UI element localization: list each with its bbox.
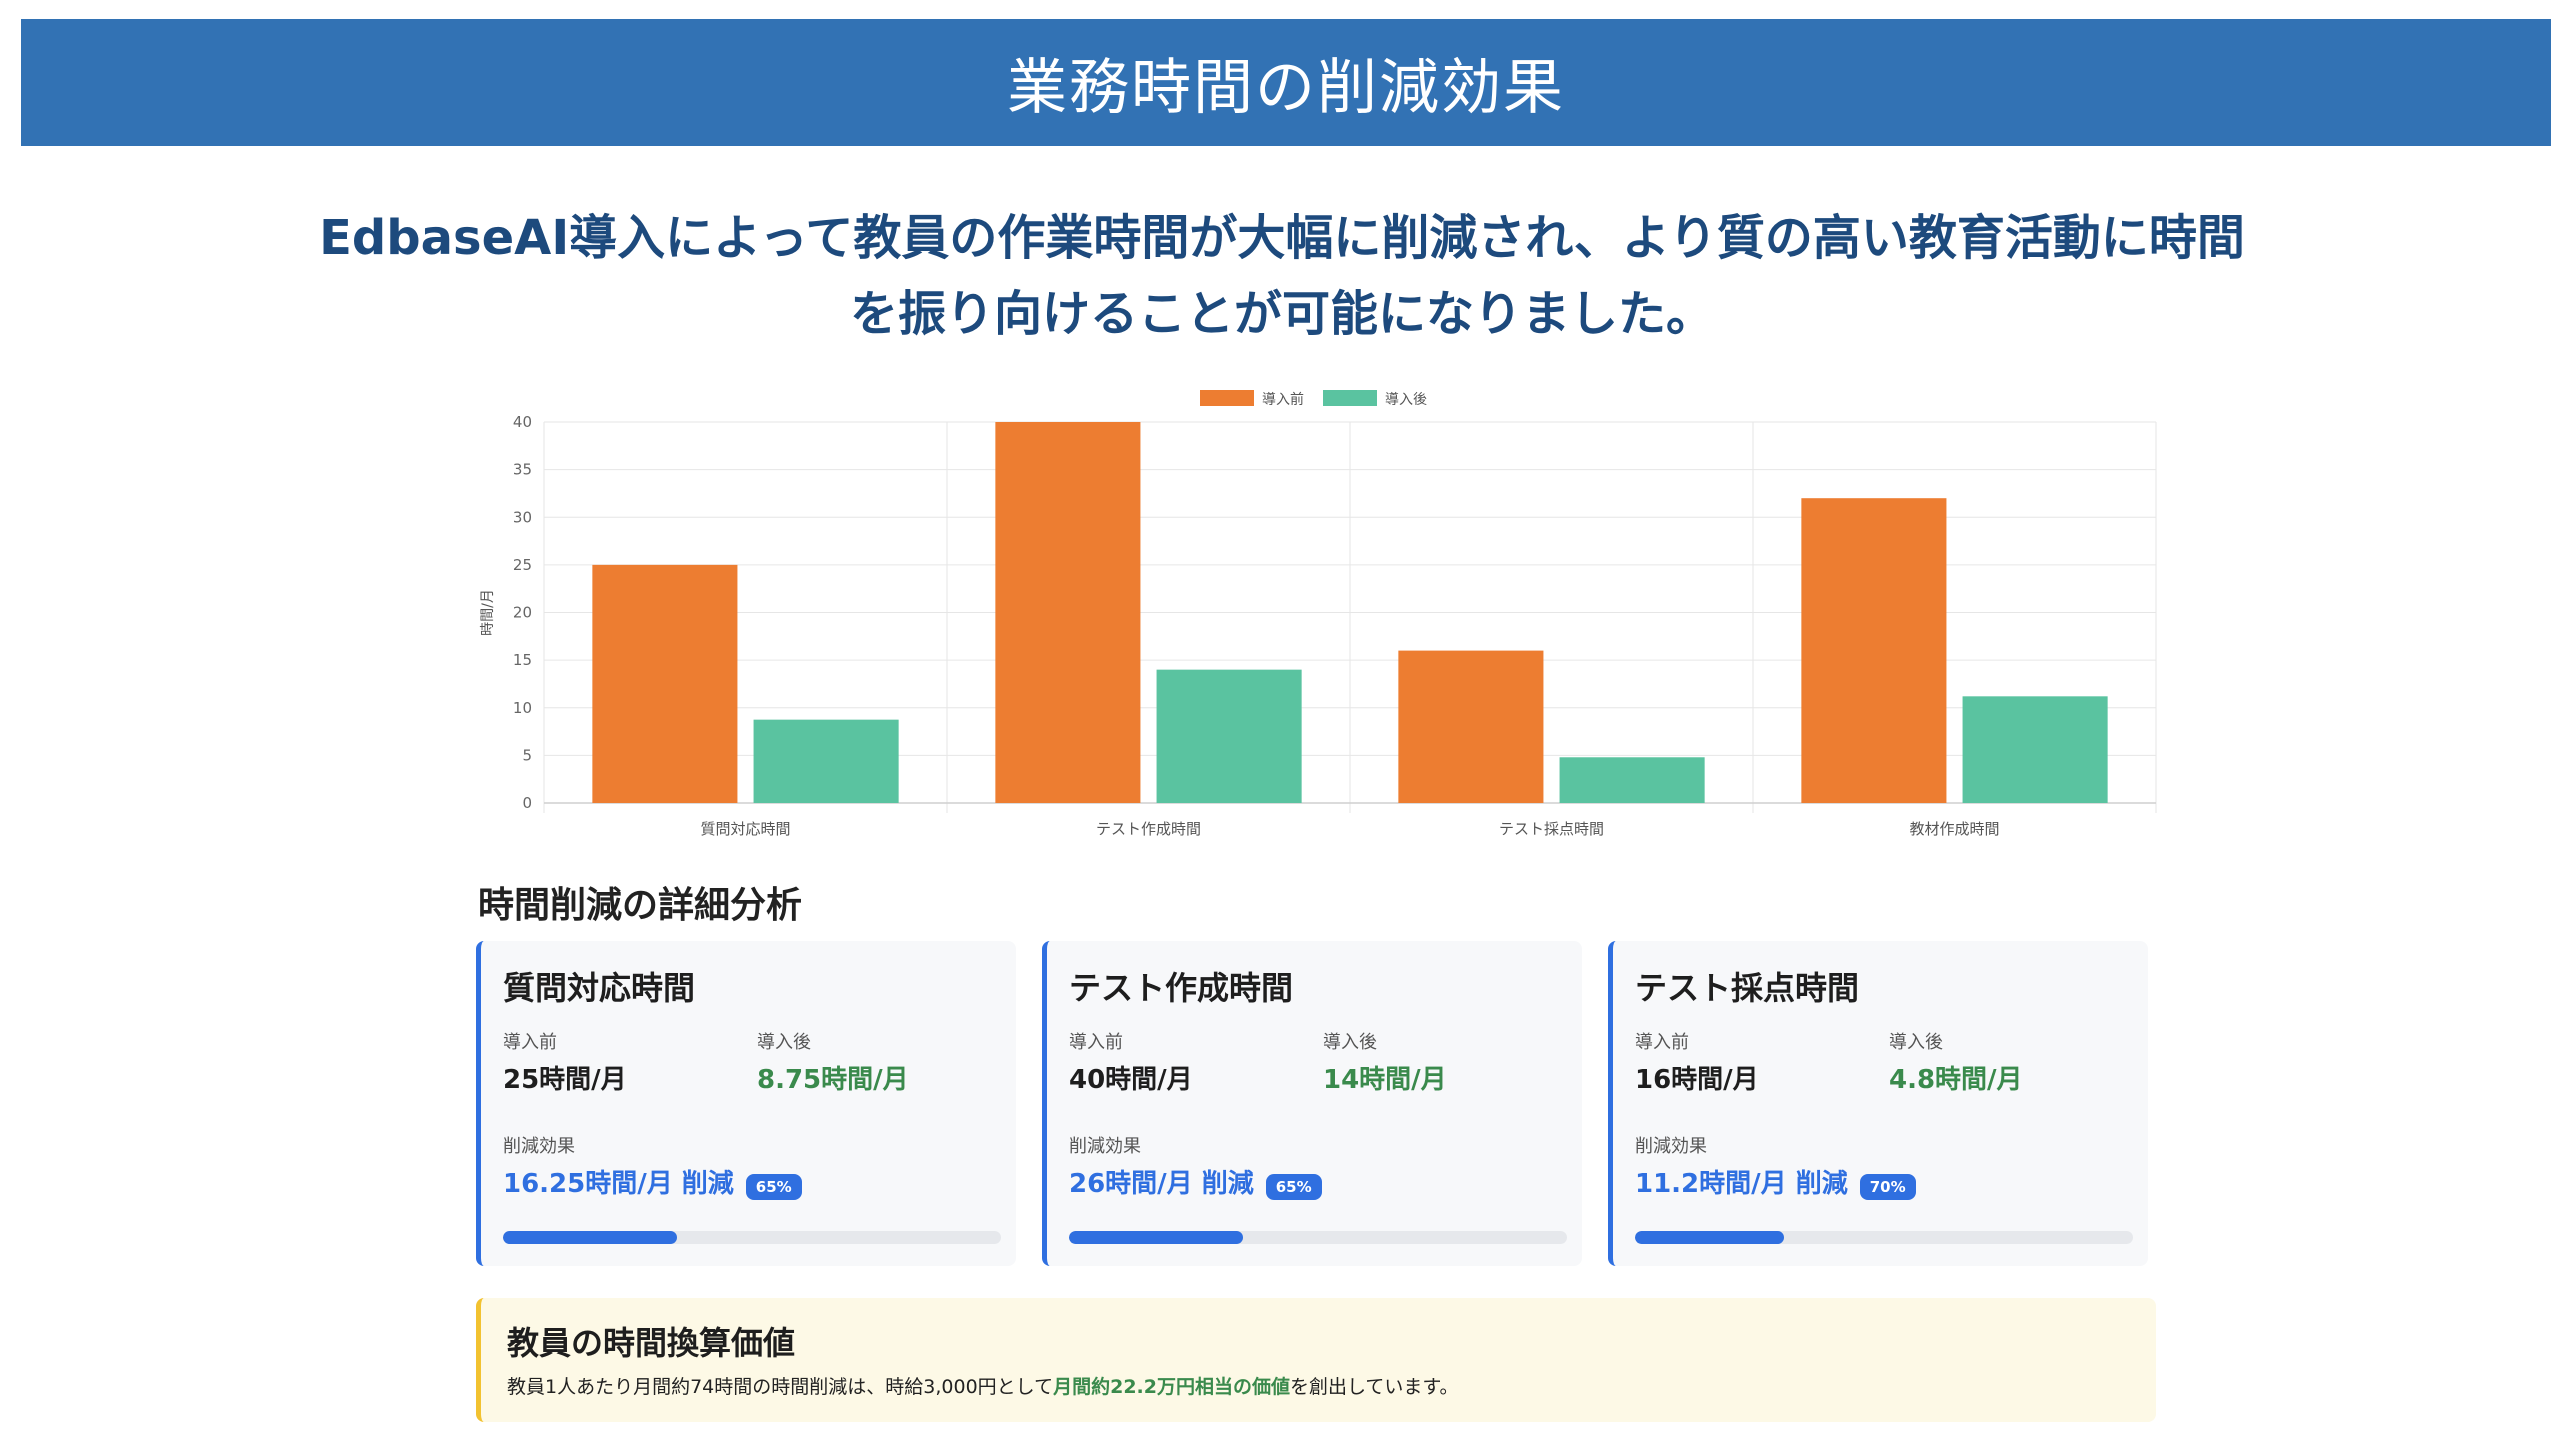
- bar-after: [753, 719, 899, 803]
- bar-after: [1559, 757, 1705, 803]
- page-title: 業務時間の削減効果: [1007, 53, 1565, 123]
- before-label: 導入前: [503, 1032, 557, 1053]
- value-note-text-before: 教員1人あたり月間約74時間の時間削減は、時給3,000円として: [507, 1376, 1054, 1398]
- before-value: 40時間/月: [1069, 1065, 1193, 1095]
- y-tick-label: 30: [513, 508, 532, 526]
- bar-before: [592, 564, 738, 803]
- bar-before: [1398, 650, 1544, 803]
- y-tick-label: 25: [513, 556, 532, 574]
- before-label: 導入前: [1635, 1032, 1689, 1053]
- y-tick-label: 10: [513, 699, 532, 717]
- progress-fill: [1069, 1231, 1244, 1244]
- value-note-highlight: 月間約22.2万円相当の価値: [1053, 1376, 1290, 1398]
- reduction-badge: 65%: [745, 1173, 802, 1200]
- y-tick-label: 20: [513, 604, 532, 622]
- card-title: 質問対応時間: [503, 969, 696, 1007]
- before-value: 25時間/月: [503, 1065, 627, 1095]
- y-tick-label: 5: [522, 746, 532, 764]
- progress-bar: [1069, 1231, 1567, 1244]
- progress-bar: [1635, 1231, 2133, 1244]
- progress-fill: [503, 1231, 678, 1244]
- bar-after: [1156, 669, 1302, 803]
- y-tick-label: 40: [513, 413, 532, 431]
- value-note-text-after: を創出しています。: [1289, 1376, 1459, 1398]
- after-value: 4.8時間/月: [1889, 1065, 2023, 1095]
- x-tick-label: 教材作成時間: [1909, 820, 1999, 838]
- bar-before: [995, 422, 1141, 803]
- effect-label: 削減効果: [1635, 1136, 1707, 1157]
- y-tick-label: 0: [522, 794, 532, 812]
- legend-label: 導入前: [1262, 391, 1304, 408]
- after-label: 導入後: [757, 1032, 811, 1053]
- value-note: 教員の時間換算価値 教員1人あたり月間約74時間の時間削減は、時給3,000円と…: [476, 1298, 2156, 1422]
- reduction-badge: 70%: [1859, 1173, 1916, 1200]
- reduction-badge: 65%: [1265, 1173, 1322, 1200]
- details-section-title: 時間削減の詳細分析: [478, 885, 803, 926]
- bar-chart: 0 5 10 15 20 25 30 35 40 質問対応時間 テスト作成時間 テスト採点時間 教材作成…: [480, 390, 2157, 838]
- legend-label: 導入後: [1385, 392, 1427, 408]
- card-title: テスト採点時間: [1635, 969, 1860, 1007]
- page-title-banner: 業務時間の削減効果: [21, 19, 2551, 146]
- legend-swatch: [1200, 390, 1254, 406]
- after-label: 導入後: [1323, 1032, 1377, 1053]
- x-tick-label: テスト採点時間: [1499, 820, 1604, 838]
- detail-card-test-creation: テスト作成時間 導入前 導入後 40時間/月 14時間/月 削減効果 26時間/…: [1042, 941, 1582, 1266]
- before-label: 導入前: [1069, 1032, 1123, 1053]
- x-tick-label: テスト作成時間: [1096, 820, 1201, 838]
- value-note-title: 教員の時間換算価値: [507, 1324, 796, 1362]
- lead-message: EdbaseAI導入によって教員の作業時間が大幅に削減され、より質の高い教育活動…: [319, 210, 2245, 342]
- bar-before: [1801, 498, 1947, 803]
- effect-label: 削減効果: [503, 1136, 575, 1157]
- legend-swatch: [1323, 390, 1377, 406]
- bar-after: [1962, 696, 2108, 803]
- reduction-text: 26時間/月 削減: [1069, 1169, 1254, 1199]
- y-tick-label: 15: [513, 651, 532, 669]
- y-tick-label: 35: [513, 461, 532, 479]
- after-label: 導入後: [1889, 1032, 1943, 1053]
- before-value: 16時間/月: [1635, 1065, 1759, 1095]
- card-title: テスト作成時間: [1069, 969, 1294, 1007]
- y-axis-label: 時間/月: [480, 589, 496, 636]
- reduction-text: 16.25時間/月 削減: [503, 1169, 734, 1199]
- progress-fill: [1635, 1231, 1785, 1244]
- detail-card-question: 質問対応時間 導入前 導入後 25時間/月 8.75時間/月 削減効果 16.2…: [476, 941, 1016, 1266]
- x-tick-label: 質問対応時間: [700, 820, 790, 838]
- after-value: 14時間/月: [1323, 1065, 1447, 1095]
- detail-card-test-grading: テスト採点時間 導入前 導入後 16時間/月 4.8時間/月 削減効果 11.2…: [1608, 941, 2148, 1266]
- after-value: 8.75時間/月: [757, 1065, 909, 1095]
- reduction-value: 16.25時間/月 削減 65%: [503, 1163, 802, 1200]
- progress-bar: [503, 1231, 1001, 1244]
- reduction-text: 11.2時間/月 削減: [1635, 1169, 1848, 1199]
- reduction-value: 11.2時間/月 削減 70%: [1635, 1163, 1916, 1200]
- reduction-value: 26時間/月 削減 65%: [1069, 1163, 1322, 1200]
- value-note-text: 教員1人あたり月間約74時間の時間削減は、時給3,000円として月間約22.2万…: [507, 1372, 1459, 1399]
- effect-label: 削減効果: [1069, 1136, 1141, 1157]
